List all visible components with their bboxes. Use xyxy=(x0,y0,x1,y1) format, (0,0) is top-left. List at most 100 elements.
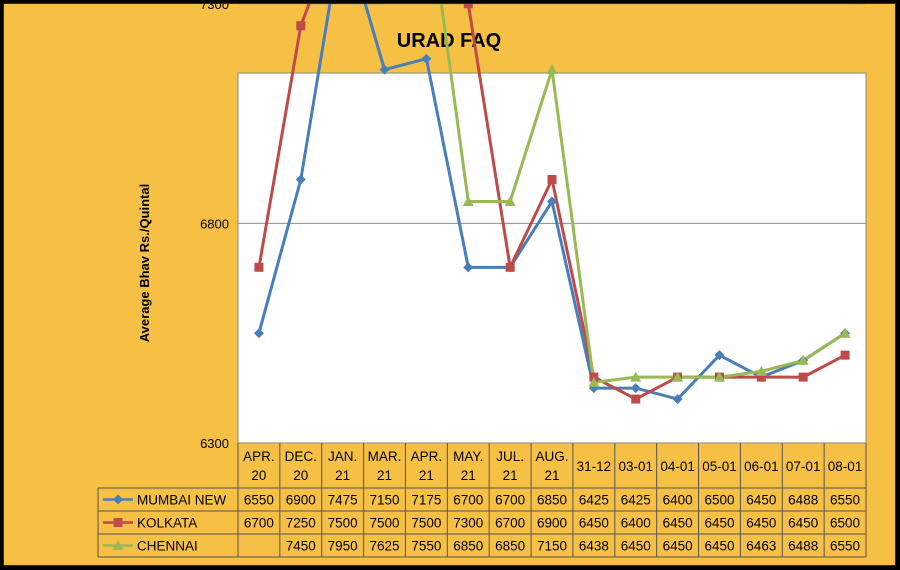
table-value: 6550 xyxy=(830,493,860,508)
table-value: 6425 xyxy=(621,493,651,508)
table-value: 6463 xyxy=(746,539,776,554)
legend-key-marker xyxy=(112,540,124,550)
data-point xyxy=(505,262,515,272)
data-point xyxy=(547,196,557,207)
data-point xyxy=(672,371,684,382)
table-value: 6700 xyxy=(244,516,274,531)
x-category-label: MAR. xyxy=(368,449,402,464)
y-tick-label: 6800 xyxy=(200,216,229,231)
x-category-label: 08-01 xyxy=(828,459,863,474)
table-value: 7175 xyxy=(411,493,441,508)
table-value: 6450 xyxy=(579,516,609,531)
gridlines xyxy=(238,4,866,224)
table-value: 7500 xyxy=(328,516,358,531)
x-category-label: DEC. xyxy=(285,449,317,464)
x-category-label: 21 xyxy=(335,468,350,483)
table-value: 6400 xyxy=(663,493,693,508)
data-point xyxy=(798,372,808,382)
table-value: 7300 xyxy=(453,516,483,531)
data-point xyxy=(630,371,642,382)
x-category-label: 07-01 xyxy=(786,459,821,474)
table-value: 6700 xyxy=(495,516,525,531)
data-table: APR. 20 DEC. 20 JAN. 21 MAR. 21 APR. 21 MAY. 21 JUL.… xyxy=(97,443,867,558)
x-category-label: 21 xyxy=(419,468,434,483)
data-point xyxy=(421,53,432,64)
table-value: 6450 xyxy=(704,516,734,531)
data-point xyxy=(797,354,809,365)
table-value: 7550 xyxy=(411,539,441,554)
y-axis-ticks: 6300680073007800 xyxy=(200,4,229,451)
x-category-label: 21 xyxy=(377,468,392,483)
x-category-label: 04-01 xyxy=(660,459,695,474)
legend-key-marker xyxy=(113,494,123,505)
table-value: 7150 xyxy=(370,493,400,508)
table-value: 6500 xyxy=(704,493,734,508)
data-point xyxy=(631,394,641,404)
table-value: 6700 xyxy=(453,493,483,508)
series-markers xyxy=(253,4,851,405)
data-point xyxy=(630,383,641,394)
table-value: 6450 xyxy=(663,539,693,554)
table-value: 6850 xyxy=(495,539,525,554)
table-value: 7625 xyxy=(370,539,400,554)
data-point xyxy=(463,262,474,273)
data-point xyxy=(296,21,306,31)
x-category-label: 21 xyxy=(461,468,476,483)
data-point xyxy=(713,371,725,382)
x-category-label: 20 xyxy=(251,468,266,483)
table-value: 6450 xyxy=(621,539,651,554)
legend-entry: MUMBAI NEW xyxy=(137,493,227,508)
data-point xyxy=(254,262,264,272)
data-point xyxy=(840,350,850,360)
plot-area xyxy=(237,72,867,444)
table-value: 6900 xyxy=(537,516,567,531)
data-point xyxy=(546,64,558,75)
table-value: 6850 xyxy=(453,539,483,554)
y-tick-label: 7300 xyxy=(200,4,229,12)
table-value: 7250 xyxy=(286,516,316,531)
data-point xyxy=(588,376,600,387)
chart-svg: URAD FAQ 6300680073007800 Average Bhav R… xyxy=(97,4,867,558)
x-category-label: 20 xyxy=(293,468,308,483)
table-value: 7475 xyxy=(328,493,358,508)
table-value: 7500 xyxy=(370,516,400,531)
data-point xyxy=(755,365,767,376)
table-value: 6425 xyxy=(579,493,609,508)
table-value: 6450 xyxy=(663,516,693,531)
table-value: 6488 xyxy=(788,493,818,508)
data-point xyxy=(756,372,766,382)
table-value: 6700 xyxy=(495,493,525,508)
data-point xyxy=(463,4,473,9)
x-category-label: JAN. xyxy=(328,449,357,464)
table-value: 6488 xyxy=(788,539,818,554)
data-point xyxy=(672,394,683,405)
table-value: 6900 xyxy=(286,493,316,508)
table-value: 6850 xyxy=(537,493,567,508)
x-category-label: 21 xyxy=(503,468,518,483)
table-value: 6450 xyxy=(746,516,776,531)
chart-title: URAD FAQ xyxy=(397,30,501,52)
series-line xyxy=(439,4,846,384)
x-category-label: 06-01 xyxy=(744,459,779,474)
data-point xyxy=(462,195,474,206)
table-value: 6400 xyxy=(621,516,651,531)
table-value: 6550 xyxy=(830,539,860,554)
table-value: 6450 xyxy=(788,516,818,531)
legend-entry: CHENNAI xyxy=(137,539,198,554)
legend-key-marker xyxy=(113,518,123,527)
chart-frame: URAD FAQ 6300680073007800 Average Bhav R… xyxy=(3,3,896,566)
table-value: 6500 xyxy=(830,516,860,531)
table-value: 6450 xyxy=(704,539,734,554)
table-value: 7500 xyxy=(411,516,441,531)
x-category-label: APR. xyxy=(411,449,443,464)
x-category-label: AUG. xyxy=(535,449,568,464)
x-category-label: 03-01 xyxy=(618,459,653,474)
data-point xyxy=(504,195,516,206)
data-point xyxy=(714,350,725,361)
y-axis-label: Average Bhav Rs./Quintal xyxy=(137,184,152,342)
x-category-label: APR. xyxy=(243,449,275,464)
table-value: 6450 xyxy=(746,493,776,508)
x-category-label: JUL. xyxy=(496,449,524,464)
table-value: 6438 xyxy=(579,539,609,554)
data-point xyxy=(839,327,851,338)
